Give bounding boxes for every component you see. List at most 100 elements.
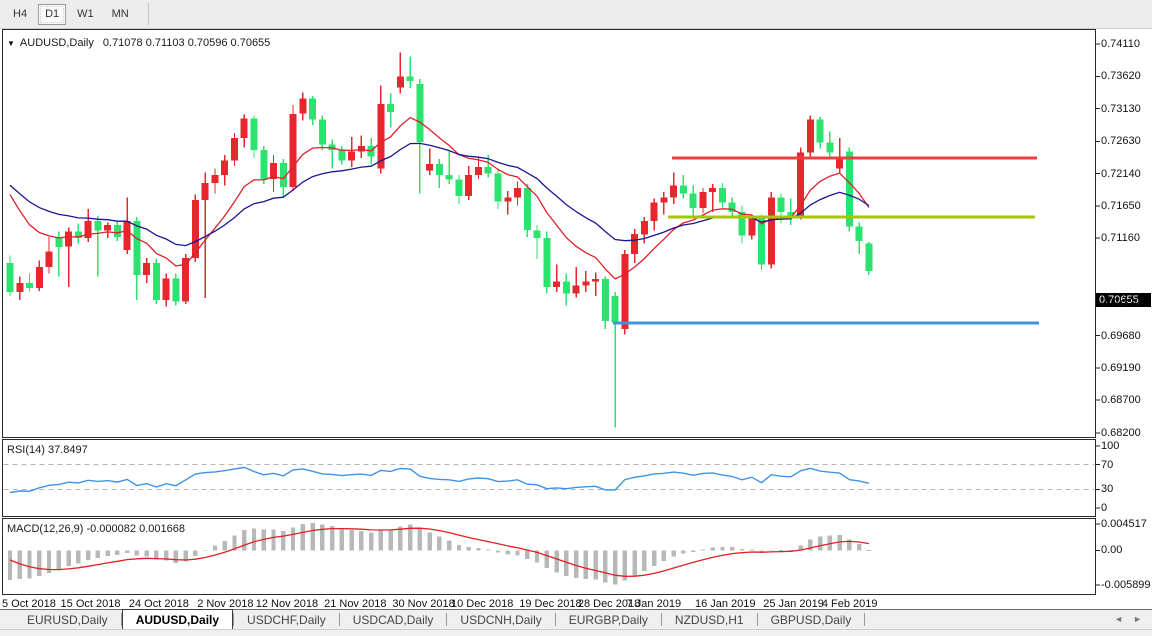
candle-body [113, 225, 121, 237]
tab-scroll-right-icon[interactable]: ► [1133, 614, 1142, 624]
macd-bar [144, 550, 149, 557]
macd-bar [66, 550, 71, 567]
tab-gbpusd-daily[interactable]: GBPUSD,Daily [770, 612, 852, 627]
macd-panel [7, 523, 872, 585]
date-axis-label: 25 Jan 2019 [763, 598, 824, 610]
timeframe-button-w1[interactable]: W1 [77, 8, 94, 20]
candle-body [611, 296, 619, 323]
date-axis-label: 28 Dec 2018 [577, 598, 641, 610]
macd-bar [808, 539, 813, 551]
macd-bar [612, 550, 618, 585]
price-axis-label: 0.73620 [1101, 70, 1141, 83]
candle-body [514, 188, 521, 198]
candle-body [572, 285, 580, 294]
tab-usdcnh-daily[interactable]: USDCNH,Daily [460, 612, 542, 627]
candle-body [6, 263, 14, 293]
tab-separator [554, 613, 556, 626]
tab-usdchf-daily[interactable]: USDCHF,Daily [247, 612, 326, 627]
price-axis-label: 0.72140 [1101, 167, 1141, 180]
macd-bar [115, 550, 120, 555]
macd-bar [534, 550, 540, 563]
date-axis-label: 7 Jan 2019 [626, 598, 682, 610]
candle-body [758, 218, 765, 265]
tab-eurusd-daily[interactable]: EURUSD,Daily [27, 612, 108, 627]
timeframe-button-mn[interactable]: MN [111, 8, 129, 20]
macd-bar [847, 539, 852, 551]
candle-body [94, 221, 102, 231]
tab-separator [756, 613, 758, 626]
candle-body [270, 163, 277, 179]
price-axis-label: 0.69190 [1101, 361, 1141, 374]
candle-body [787, 211, 795, 216]
date-axis-label: 21 Nov 2018 [324, 598, 387, 610]
tab-eurgbp-daily[interactable]: EURGBP,Daily [568, 612, 648, 627]
chart-tab-bar: EURUSD,Daily AUDUSD,Daily USDCHF,Daily USDC… [0, 609, 1152, 629]
candle-body [553, 281, 561, 287]
macd-bar [817, 536, 823, 551]
candle-body [738, 211, 746, 236]
macd-bar [661, 550, 667, 562]
symbol-dropdown-icon[interactable]: ▼ [7, 38, 15, 48]
rsi-indicator-label: RSI(14) 37.8497 [7, 444, 88, 456]
tab-separator [660, 613, 662, 626]
candle-body [767, 197, 775, 265]
macd-bar [739, 549, 745, 551]
macd-bar [85, 550, 91, 561]
macd-histogram [7, 523, 872, 585]
macd-bar [710, 547, 715, 551]
candle-body [621, 254, 629, 329]
macd-bar [398, 526, 403, 551]
macd-bar [320, 524, 325, 551]
macd-bar [329, 526, 335, 551]
macd-bar [37, 550, 42, 577]
candle-body [318, 119, 326, 145]
tab-separator [120, 613, 122, 626]
price-axis-label: 0.71650 [1101, 199, 1141, 212]
macd-bar [476, 548, 481, 551]
candle-body [123, 221, 131, 251]
macd-bar [95, 550, 100, 558]
price-axis-label: 0.68700 [1101, 394, 1141, 407]
candle-body [543, 238, 551, 287]
price-axis-label: 0.74110 [1101, 38, 1140, 50]
candle-body [201, 182, 209, 200]
candle-body [562, 281, 570, 294]
candle-body [387, 103, 395, 112]
candle-body [435, 163, 443, 175]
candle-body [84, 221, 92, 239]
tab-usdcad-daily[interactable]: USDCAD,Daily [352, 612, 434, 627]
tab-separator [233, 613, 235, 626]
date-axis-label: 2 Nov 2018 [197, 598, 254, 610]
macd-bar [27, 550, 32, 579]
candle-body [806, 119, 814, 153]
timeframe-button-h4[interactable]: H4 [13, 8, 28, 20]
tab-scroll-left-icon[interactable]: ◄ [1114, 614, 1124, 624]
candle-body [309, 98, 317, 120]
candle-body [221, 160, 229, 175]
macd-bar [495, 550, 501, 553]
chart-window[interactable]: ▼ AUDUSD,Daily 0.71078 0.71103 0.70596 0… [0, 29, 1152, 610]
macd-bar [671, 550, 676, 557]
candle-body [494, 173, 502, 202]
chart-title: ▼ AUDUSD,Daily 0.71078 0.71103 0.70596 0… [7, 37, 270, 49]
macd-bar [447, 540, 452, 551]
candle-body [445, 175, 453, 180]
candle-body [709, 188, 717, 192]
rsi-panel [3, 464, 1095, 494]
macd-bar [251, 528, 257, 551]
candle-body [777, 197, 785, 212]
macd-bar [691, 550, 696, 552]
timeframe-button-d1[interactable]: D1 [38, 3, 67, 25]
tab-nzdusd-h1[interactable]: NZDUSD,H1 [674, 612, 744, 627]
tab-audusd-daily[interactable]: AUDUSD,Daily [121, 609, 234, 629]
macd-bar [456, 545, 462, 551]
candle-body [182, 257, 190, 302]
candle-body [152, 263, 160, 301]
candle-body [240, 118, 248, 139]
candle-body [348, 151, 356, 161]
macd-bar [281, 531, 286, 551]
macd-bar [681, 550, 686, 554]
candle-body [55, 236, 63, 247]
status-bar [0, 629, 1152, 636]
